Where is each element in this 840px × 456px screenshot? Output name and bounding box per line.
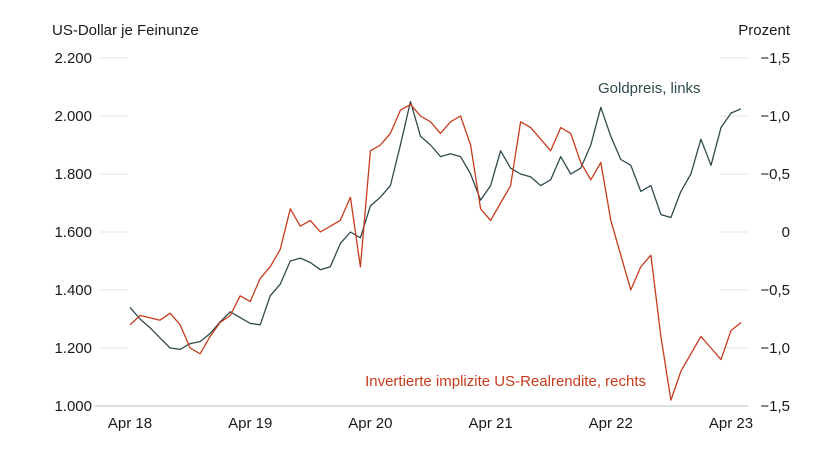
right-axis-title: Prozent [738,22,791,39]
x-axis-ticks: Apr 18 Apr 19 Apr 20 Apr 21 Apr 22 Apr 23 [108,415,753,432]
series-label-real-yield: Invertierte implizite US-Realrendite, re… [365,373,646,390]
x-tick-label: Apr 23 [709,415,753,432]
left-tick-label: 1.400 [54,282,92,299]
right-tick-label: 0 [782,224,790,241]
left-tick-label: 2.200 [54,50,92,67]
left-tick-label: 1.600 [54,224,92,241]
left-axis-ticks: 1.000 1.200 1.400 1.600 1.800 2.000 2.200 [54,50,92,415]
x-tick-label: Apr 20 [348,415,392,432]
right-tick-label: −1,0 [760,108,790,125]
left-tick-label: 2.000 [54,108,92,125]
series-line-real-yield [129,103,742,401]
right-tick-label: −0,5 [760,282,790,299]
right-tick-label: −1,5 [760,398,790,415]
series-label-gold-price: Goldpreis, links [598,80,701,97]
x-tick-label: Apr 18 [108,415,152,432]
left-tick-label: 1.200 [54,340,92,357]
x-tick-label: Apr 19 [228,415,272,432]
left-tick-label: 1.000 [54,398,92,415]
gridlines [100,57,748,349]
right-tick-label: −1,5 [760,50,790,67]
left-tick-label: 1.800 [54,166,92,183]
series-line-gold-price [129,100,742,351]
left-axis-title: US-Dollar je Feinunze [52,22,199,39]
right-tick-label: −1,0 [760,340,790,357]
x-tick-label: Apr 21 [468,415,512,432]
x-tick-label: Apr 22 [589,415,633,432]
right-tick-label: −0,5 [760,166,790,183]
right-axis-ticks: −1,5 −1,0 −0,5 0 −0,5 −1,0 −1,5 [760,50,790,415]
